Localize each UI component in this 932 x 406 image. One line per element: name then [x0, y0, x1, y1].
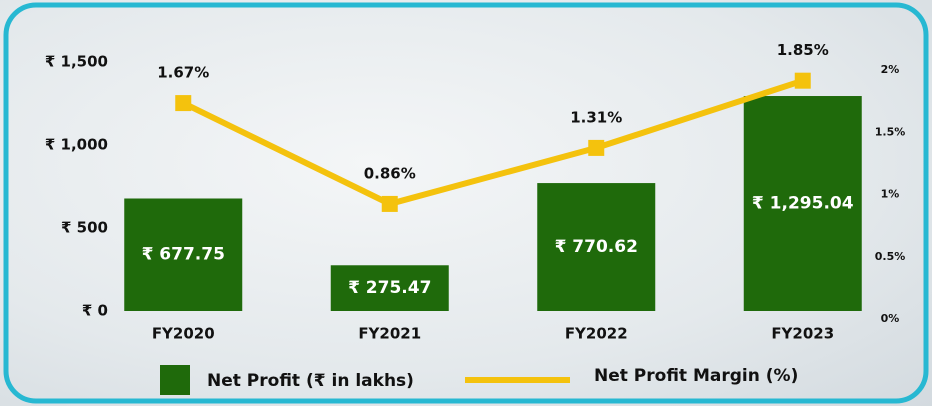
- x-tick-label: FY2020: [152, 325, 215, 343]
- bar-value-label: ₹ 275.47: [348, 278, 431, 298]
- bar: [743, 96, 862, 311]
- line-marker: [381, 195, 398, 212]
- bar: [124, 198, 243, 311]
- y-tick-label: ₹ 1,000: [45, 136, 108, 154]
- bar-value-label: ₹ 770.62: [555, 237, 638, 257]
- y2-tick-label: 2%: [881, 63, 900, 76]
- bar-value-label: ₹ 677.75: [142, 245, 225, 265]
- y2-tick-label: 1.5%: [875, 125, 906, 138]
- x-tick-label: FY2021: [358, 325, 421, 343]
- legend-swatch: [160, 365, 190, 395]
- legend-label: Net Profit (₹ in lakhs): [207, 371, 414, 391]
- line-marker: [794, 72, 811, 89]
- bar: [330, 265, 449, 311]
- y2-tick-label: 0.5%: [875, 250, 906, 263]
- y-tick-label: ₹ 0: [82, 302, 108, 320]
- y-tick-label: ₹ 500: [61, 219, 108, 237]
- line-marker: [588, 139, 605, 156]
- x-tick-label: FY2022: [565, 325, 628, 343]
- x-tick-label: FY2023: [771, 325, 834, 343]
- line-value-label: 1.67%: [157, 64, 209, 82]
- legend-label: Net Profit Margin (%): [594, 366, 798, 386]
- frame: [3, 2, 929, 404]
- line: [181, 77, 804, 207]
- bar-value-label: ₹ 1,295.04: [752, 194, 854, 214]
- y2-tick-label: 0%: [881, 312, 900, 325]
- y2-tick-label: 1%: [881, 188, 900, 201]
- bar: [537, 183, 656, 311]
- line-value-label: 1.85%: [777, 41, 829, 59]
- line-marker: [175, 95, 192, 112]
- y-tick-label: ₹ 1,500: [45, 53, 108, 71]
- line-value-label: 0.86%: [364, 164, 416, 182]
- line-value-label: 1.31%: [570, 108, 622, 126]
